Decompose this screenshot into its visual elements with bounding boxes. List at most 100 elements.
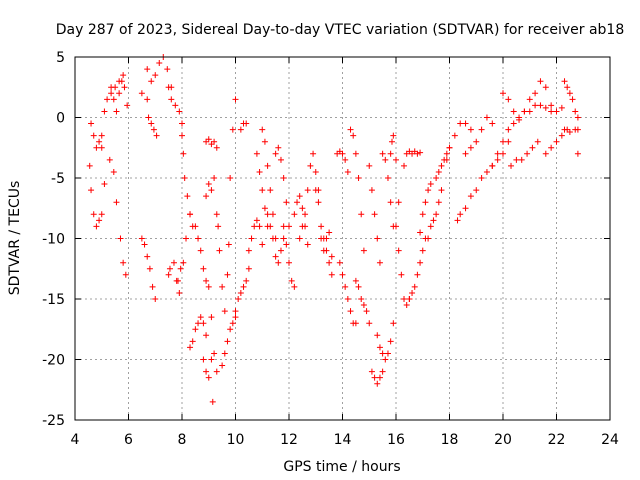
x-tick-label: 18 [441,432,459,448]
data-point [505,126,512,133]
data-point [548,108,555,115]
data-point [390,320,397,327]
data-point [417,229,424,236]
data-point [457,211,464,218]
data-point [149,283,156,290]
data-point [113,108,120,115]
y-tick-label: -10 [42,232,65,248]
data-point [427,223,434,230]
series-arc-05 [108,78,131,115]
series-arc-46 [417,181,434,236]
data-point [183,235,190,242]
series-arc-22 [232,265,252,315]
data-point [259,126,266,133]
y-tick-label: -20 [42,353,65,369]
series-arc-29 [280,223,298,290]
data-point [118,78,125,85]
data-point [467,144,474,151]
series-arc-06 [138,235,159,302]
data-point [558,104,565,111]
data-point [200,265,207,272]
data-point [237,126,244,133]
data-point [165,271,172,278]
data-point [411,283,418,290]
data-point [203,368,210,375]
data-point [379,150,386,157]
data-point [256,223,263,230]
data-point [318,223,325,230]
data-point [172,102,179,109]
data-point [299,205,306,212]
data-point [101,181,108,188]
x-tick-label: 16 [387,432,405,448]
data-point [187,344,194,351]
x-tick-label: 20 [494,432,512,448]
data-point [205,136,212,143]
data-point [342,283,349,290]
data-point [379,350,386,357]
data-point [219,283,226,290]
data-point [478,175,485,181]
data-point [537,78,544,85]
data-point [414,271,421,278]
data-point [566,129,573,136]
data-point [526,108,533,115]
data-point [409,289,416,296]
data-point [494,156,501,163]
data-point [339,271,346,278]
series-arc-13 [187,314,210,351]
data-point [379,368,386,375]
series-arc-11 [174,211,194,284]
data-point [280,235,287,242]
data-point [417,149,424,156]
data-point [344,168,351,175]
data-point [307,162,314,169]
data-point [120,259,127,266]
data-point [294,199,301,206]
data-point [261,205,268,212]
data-point [144,253,151,260]
data-point [216,247,223,254]
data-point [360,302,367,309]
data-point [419,247,426,254]
data-point [209,398,216,405]
data-point [211,175,218,181]
data-point [561,126,568,133]
series-arc-44 [401,148,424,169]
data-point [229,126,236,133]
data-point [245,265,252,272]
data-point [339,150,346,157]
data-point [302,211,309,218]
data-point [312,168,319,175]
data-point [120,72,127,79]
data-point [237,289,244,296]
data-point [166,265,173,272]
data-point [148,78,155,85]
data-point [144,96,151,103]
series-arc-53 [489,116,523,169]
data-point [213,144,220,151]
data-point [489,120,496,127]
data-point [387,199,394,206]
data-point [141,241,148,248]
data-point [286,259,292,266]
data-point [288,277,295,284]
series-arc-15 [200,350,220,381]
data-point [195,320,202,327]
y-tick-label: 5 [56,50,65,66]
data-point [387,338,394,345]
data-point [88,120,95,127]
data-point [232,314,239,321]
data-point [277,156,284,163]
data-point [108,90,115,97]
data-point [176,108,183,115]
data-point [315,199,322,206]
data-point [574,150,581,157]
data-point [253,217,260,224]
series-arc-10 [165,259,183,296]
data-point [387,150,394,157]
data-point [508,162,515,169]
data-point [366,320,373,327]
data-point [98,144,105,151]
data-point [371,211,378,218]
